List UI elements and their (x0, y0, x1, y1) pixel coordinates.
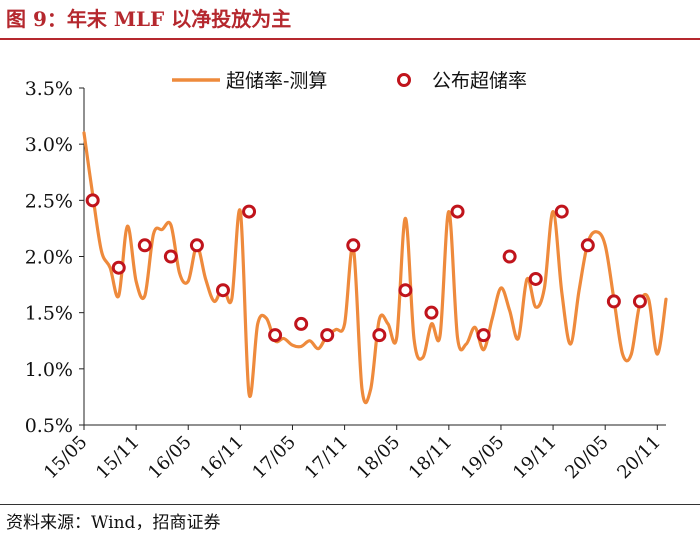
published-excess-reserve-point (554, 204, 569, 219)
published-excess-reserve-point (450, 204, 465, 219)
excess-reserve-ratio-chart: 超储率-测算 公布超储率 0.5% 1.0% 1.5% 2.0% 2.5% 3.0% 3.5… (25, 70, 668, 483)
figure-title: 图 9：年末 MLF 以净投放为主 (6, 7, 292, 31)
y-tick-label: 2.0% (25, 247, 73, 269)
published-excess-reserve-point (268, 328, 283, 343)
x-tick-label: 19/11 (509, 432, 561, 484)
series-line-estimated-excess-reserve (82, 131, 668, 405)
published-excess-reserve-point (294, 316, 309, 331)
published-excess-reserve-point (189, 238, 204, 253)
published-excess-reserve-point (580, 238, 595, 253)
x-tick-label: 20/05 (561, 432, 613, 484)
x-tick-label: 19/05 (457, 432, 509, 484)
published-excess-reserve-point (320, 328, 335, 343)
x-tick-label: 16/11 (196, 432, 248, 484)
published-excess-reserve-point (502, 249, 517, 264)
x-tick-label: 18/05 (353, 432, 405, 484)
x-tick-label: 18/11 (405, 432, 457, 484)
published-excess-reserve-point (85, 193, 100, 208)
y-tick-label: 3.0% (25, 134, 73, 156)
source-note: 资料来源：Wind，招商证券 (6, 513, 221, 533)
x-tick-label: 17/05 (248, 432, 300, 484)
published-excess-reserve-point (372, 328, 387, 343)
source-divider (0, 504, 700, 505)
legend-label-published: 公布超储率 (432, 70, 527, 92)
published-excess-reserve-point (528, 271, 543, 286)
published-excess-reserve-point (137, 238, 152, 253)
y-tick-label: 1.0% (25, 359, 73, 381)
published-excess-reserve-point (346, 238, 361, 253)
published-excess-reserve-point (111, 260, 126, 275)
plot-area (82, 131, 668, 405)
y-tick-label: 3.5% (25, 78, 73, 100)
y-tick-label: 2.5% (25, 190, 73, 212)
legend-label-estimated: 超储率-测算 (226, 70, 327, 92)
published-excess-reserve-point (398, 283, 413, 298)
x-tick-label: 15/05 (40, 432, 92, 484)
y-tick-label: 1.5% (25, 303, 73, 325)
y-tick-label: 0.5% (25, 415, 73, 437)
published-excess-reserve-point (632, 294, 647, 309)
published-excess-reserve-point (215, 283, 230, 298)
x-tick-label: 16/05 (144, 432, 196, 484)
published-excess-reserve-point (606, 294, 621, 309)
published-excess-reserve-point (163, 249, 178, 264)
y-axis: 0.5% 1.0% 1.5% 2.0% 2.5% 3.0% 3.5% (25, 78, 84, 437)
x-axis: 15/05 15/11 16/05 16/11 17/05 17/11 18/05 18/11… (40, 425, 665, 483)
x-tick-label: 15/11 (92, 432, 144, 484)
x-tick-label: 17/11 (301, 432, 353, 484)
published-excess-reserve-point (424, 305, 439, 320)
published-excess-reserve-point (242, 204, 257, 219)
x-tick-label: 20/11 (613, 432, 665, 484)
legend: 超储率-测算 公布超储率 (172, 70, 527, 92)
published-excess-reserve-point (476, 328, 491, 343)
title-divider (0, 38, 700, 40)
legend-marker-swatch (397, 73, 411, 87)
